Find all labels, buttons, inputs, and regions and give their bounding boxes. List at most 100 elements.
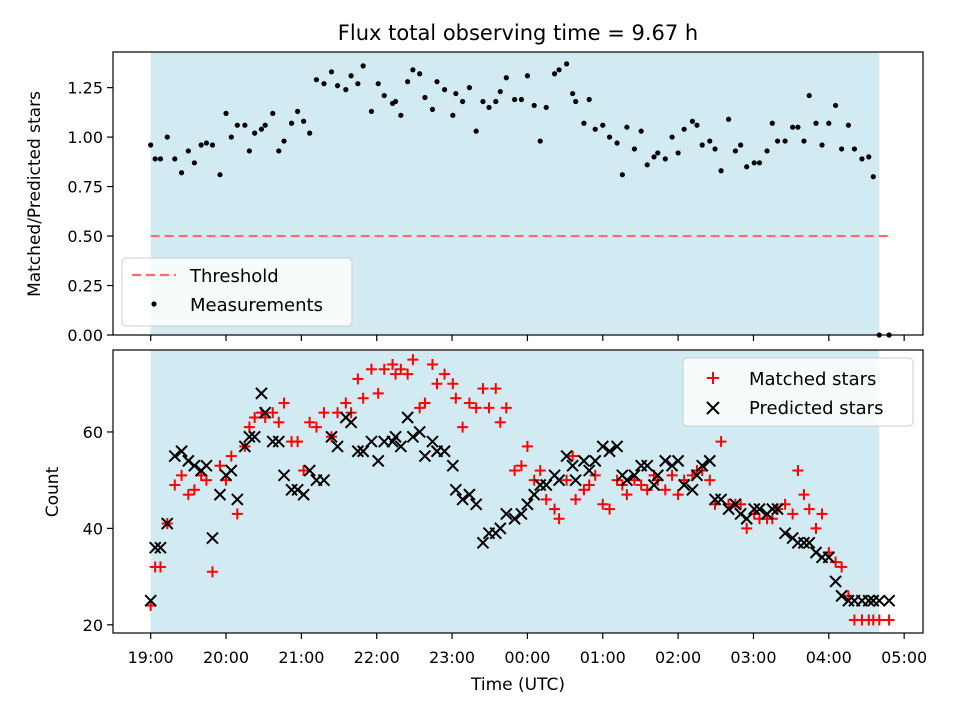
predicted-star-point: [297, 488, 310, 501]
matched-star-point: [659, 484, 671, 496]
measurement-point: [281, 138, 287, 144]
matched-star-point: [214, 460, 226, 472]
matched-star-point: [578, 484, 590, 496]
top-panel: 0.00 0.25 0.50 0.75 1.00 1.25 Flux total obse…: [25, 21, 924, 345]
matched-star-point: [597, 498, 609, 510]
measurement-point: [866, 154, 872, 160]
matched-star-point: [666, 469, 678, 481]
measurement-point: [694, 122, 700, 128]
predicted-star-point: [426, 435, 439, 448]
measurement-point: [531, 102, 537, 109]
predicted-star-point: [577, 454, 591, 468]
matched-star-point: [188, 484, 200, 496]
measurement-point: [732, 148, 738, 154]
x-tick-label: 04:00: [806, 648, 852, 667]
predicted-star-point: [671, 454, 685, 468]
predicted-star-point: [449, 483, 463, 497]
measurement-point: [606, 134, 613, 140]
predicted-star-point: [148, 541, 162, 554]
measurement-point: [191, 160, 197, 166]
matched-star-point: [477, 383, 489, 395]
measurement-point: [392, 98, 399, 105]
measurement-point: [774, 138, 781, 144]
measurement-point: [813, 120, 819, 126]
matched-star-point: [500, 402, 512, 414]
measurement-point: [270, 110, 276, 116]
matched-star-point: [378, 363, 390, 375]
measurement-point: [638, 128, 644, 134]
predicted-star-point: [351, 445, 365, 458]
bottom-y-axis-label: Count: [43, 466, 63, 517]
measurement-point: [198, 142, 204, 148]
x-tick-label: 21:00: [278, 648, 324, 667]
predicted-star-point: [154, 541, 167, 554]
measurement-point: [537, 138, 543, 144]
measurement-point: [375, 81, 381, 87]
predicted-star-point: [647, 478, 661, 492]
measurement-point: [870, 174, 876, 180]
predicted-star-point: [829, 575, 842, 588]
top-y-ticks: 0.00 0.25 0.50 0.75 1.00 1.25: [67, 79, 113, 345]
predicted-star-point: [748, 502, 761, 516]
predicted-star-point: [463, 488, 476, 501]
matched-star-point: [715, 436, 727, 448]
matched-star-point: [304, 416, 316, 428]
measurement-point: [681, 126, 687, 132]
x-tick-label: 05:00: [881, 648, 927, 667]
measurement-point: [434, 79, 440, 85]
measurement-point: [262, 122, 268, 128]
measurement-point: [512, 96, 518, 103]
measurement-point: [381, 92, 387, 99]
measurement-point: [806, 92, 812, 99]
measurement-point: [712, 146, 718, 152]
x-tick-label: 20:00: [203, 648, 249, 667]
top-y-axis-label: Matched/Predicted stars: [25, 91, 45, 297]
matched-star-point: [395, 363, 407, 375]
predicted-star-point: [344, 416, 358, 429]
matched-star-point: [521, 440, 533, 452]
measurement-point: [631, 146, 638, 152]
measurement-point: [301, 118, 307, 124]
matched-star-point: [883, 614, 895, 626]
measurement-point: [503, 75, 509, 81]
predicted-star-point: [797, 536, 811, 550]
measurement-point: [368, 108, 375, 114]
measurement-point: [313, 77, 320, 83]
matched-star-point: [352, 373, 364, 385]
measurement-point: [738, 142, 744, 148]
matched-star-point: [549, 503, 561, 515]
measurement-point: [573, 98, 579, 105]
matched-star-point: [672, 489, 684, 501]
predicted-star-point: [651, 469, 664, 482]
measurement-point: [586, 96, 592, 103]
top-y-tick-label: 1.00: [67, 128, 103, 147]
x-tick-label: 00:00: [504, 648, 550, 667]
measurement-point: [845, 122, 852, 128]
predicted-star-point: [161, 517, 174, 530]
measurement-point: [699, 142, 705, 148]
matched-star-point: [298, 465, 310, 477]
bottom-axes-frame: [112, 349, 924, 634]
measurement-point: [450, 112, 456, 118]
matched-star-point: [243, 421, 255, 433]
matched-star-point: [635, 479, 647, 491]
threshold-legend-label: Threshold: [189, 266, 279, 287]
measurement-point: [307, 130, 313, 136]
predicted-star-point: [641, 459, 654, 472]
predicted-star-point: [515, 507, 528, 521]
matched-star-point: [570, 493, 582, 505]
predicted-star-point: [476, 536, 490, 550]
matched-star-point: [431, 378, 443, 390]
measurement-point: [288, 120, 295, 126]
predicted-star-point: [822, 551, 836, 564]
predicted-star-point: [225, 464, 238, 477]
predicted-star-point: [603, 445, 616, 458]
measurement-point: [486, 104, 492, 111]
matched-star-point: [792, 465, 804, 477]
top-x-ticks: [150, 335, 905, 341]
matched-star-point: [836, 561, 848, 573]
matched-star-point: [463, 397, 475, 409]
measurement-point: [581, 120, 587, 126]
measurement-point: [148, 142, 154, 148]
measurement-point: [801, 138, 807, 144]
